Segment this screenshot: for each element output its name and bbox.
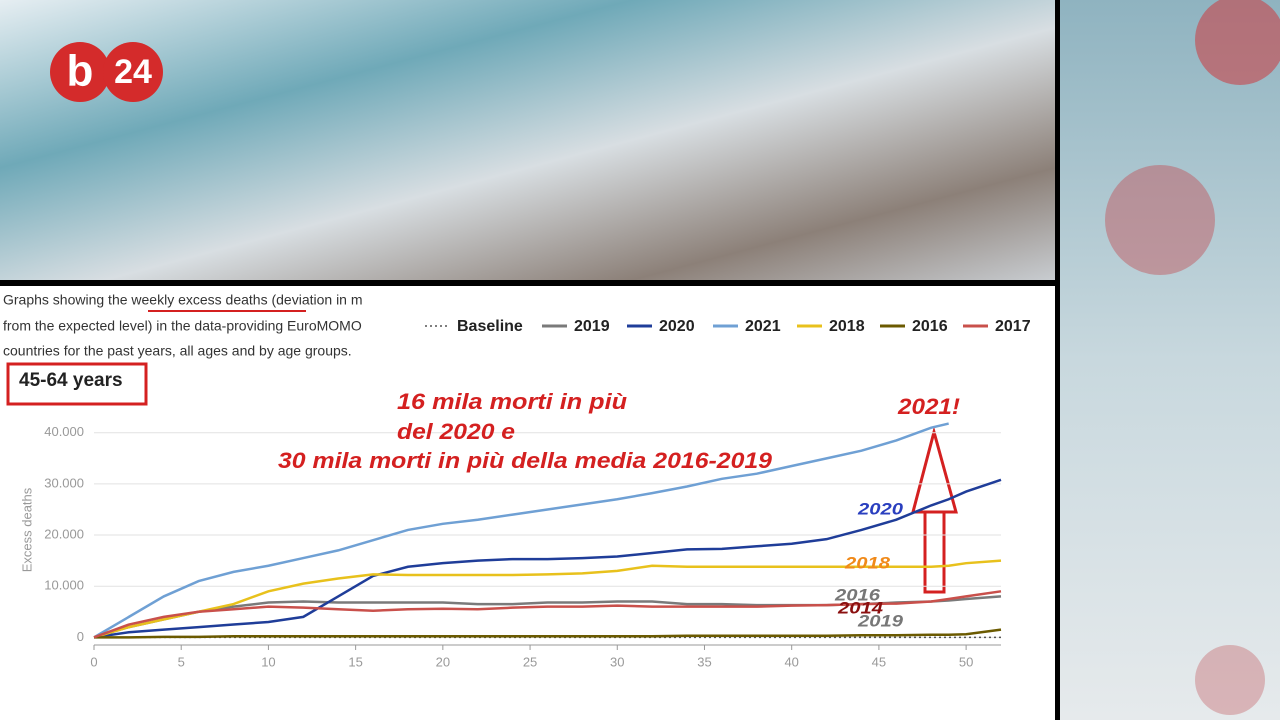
- x-tick-label: 15: [348, 654, 362, 669]
- annotation: 2019: [857, 611, 904, 630]
- logo-circle: [50, 42, 110, 102]
- x-tick-label: 25: [523, 654, 537, 669]
- series-line: [94, 628, 1002, 639]
- x-tick-label: 35: [697, 654, 711, 669]
- annotation: 2021!: [897, 394, 960, 419]
- x-tick-label: 45: [872, 654, 886, 669]
- legend-label: 2019: [574, 318, 610, 335]
- virus: [1105, 165, 1215, 275]
- x-tick-label: 5: [178, 654, 185, 669]
- series-line: [93, 422, 949, 639]
- annotation: 2016: [834, 585, 881, 604]
- separator: [1055, 0, 1060, 720]
- y-tick-label: 40.000: [44, 424, 84, 439]
- virus: [1195, 645, 1265, 715]
- caption: countries for the past years, all ages a…: [3, 343, 352, 359]
- series-line: [93, 559, 1002, 639]
- separator: [0, 280, 1060, 286]
- x-tick-label: 20: [436, 654, 450, 669]
- y-tick-label: 0: [77, 629, 84, 644]
- virus: [1195, 0, 1280, 85]
- legend-label: Baseline: [457, 318, 523, 335]
- legend-label: 2016: [912, 318, 948, 335]
- logo-circle: [103, 42, 163, 102]
- y-axis-label: Excess deaths: [19, 487, 34, 572]
- annotation: 30 mila morti in più della media 2016-20…: [278, 448, 773, 473]
- annotation: 16 mila morti in più: [397, 389, 628, 414]
- annotation: del 2020 e: [397, 419, 515, 444]
- caption: Graphs showing the weekly excess deaths …: [3, 292, 363, 308]
- legend-label: 2017: [995, 318, 1031, 335]
- y-tick-label: 10.000: [44, 578, 84, 593]
- x-tick-label: 30: [610, 654, 624, 669]
- highlight-box: [6, 362, 148, 406]
- caption: from the expected level) in the data-pro…: [3, 318, 362, 334]
- legend-label: 2020: [659, 318, 695, 335]
- y-tick-label: 30.000: [44, 475, 84, 490]
- y-tick-label: 20.000: [44, 526, 84, 541]
- annotation: 2014: [837, 598, 884, 617]
- x-tick-label: 40: [784, 654, 798, 669]
- arrow-head: [911, 426, 958, 514]
- photo-side: [1060, 0, 1280, 720]
- legend-label: 2021: [745, 318, 781, 335]
- x-tick-label: 0: [90, 654, 97, 669]
- x-tick-label: 50: [959, 654, 973, 669]
- legend-label: 2018: [829, 318, 865, 335]
- series-line: [93, 478, 1002, 639]
- logo-text: b: [67, 47, 94, 96]
- logo-text: 24: [114, 53, 152, 91]
- x-tick-label: 10: [261, 654, 275, 669]
- annotation: 2020: [857, 499, 904, 518]
- age-group: 45-64 years: [19, 370, 123, 391]
- photo-top: [0, 0, 1055, 280]
- annotation: 2018: [844, 553, 891, 572]
- series-line: [93, 590, 1002, 639]
